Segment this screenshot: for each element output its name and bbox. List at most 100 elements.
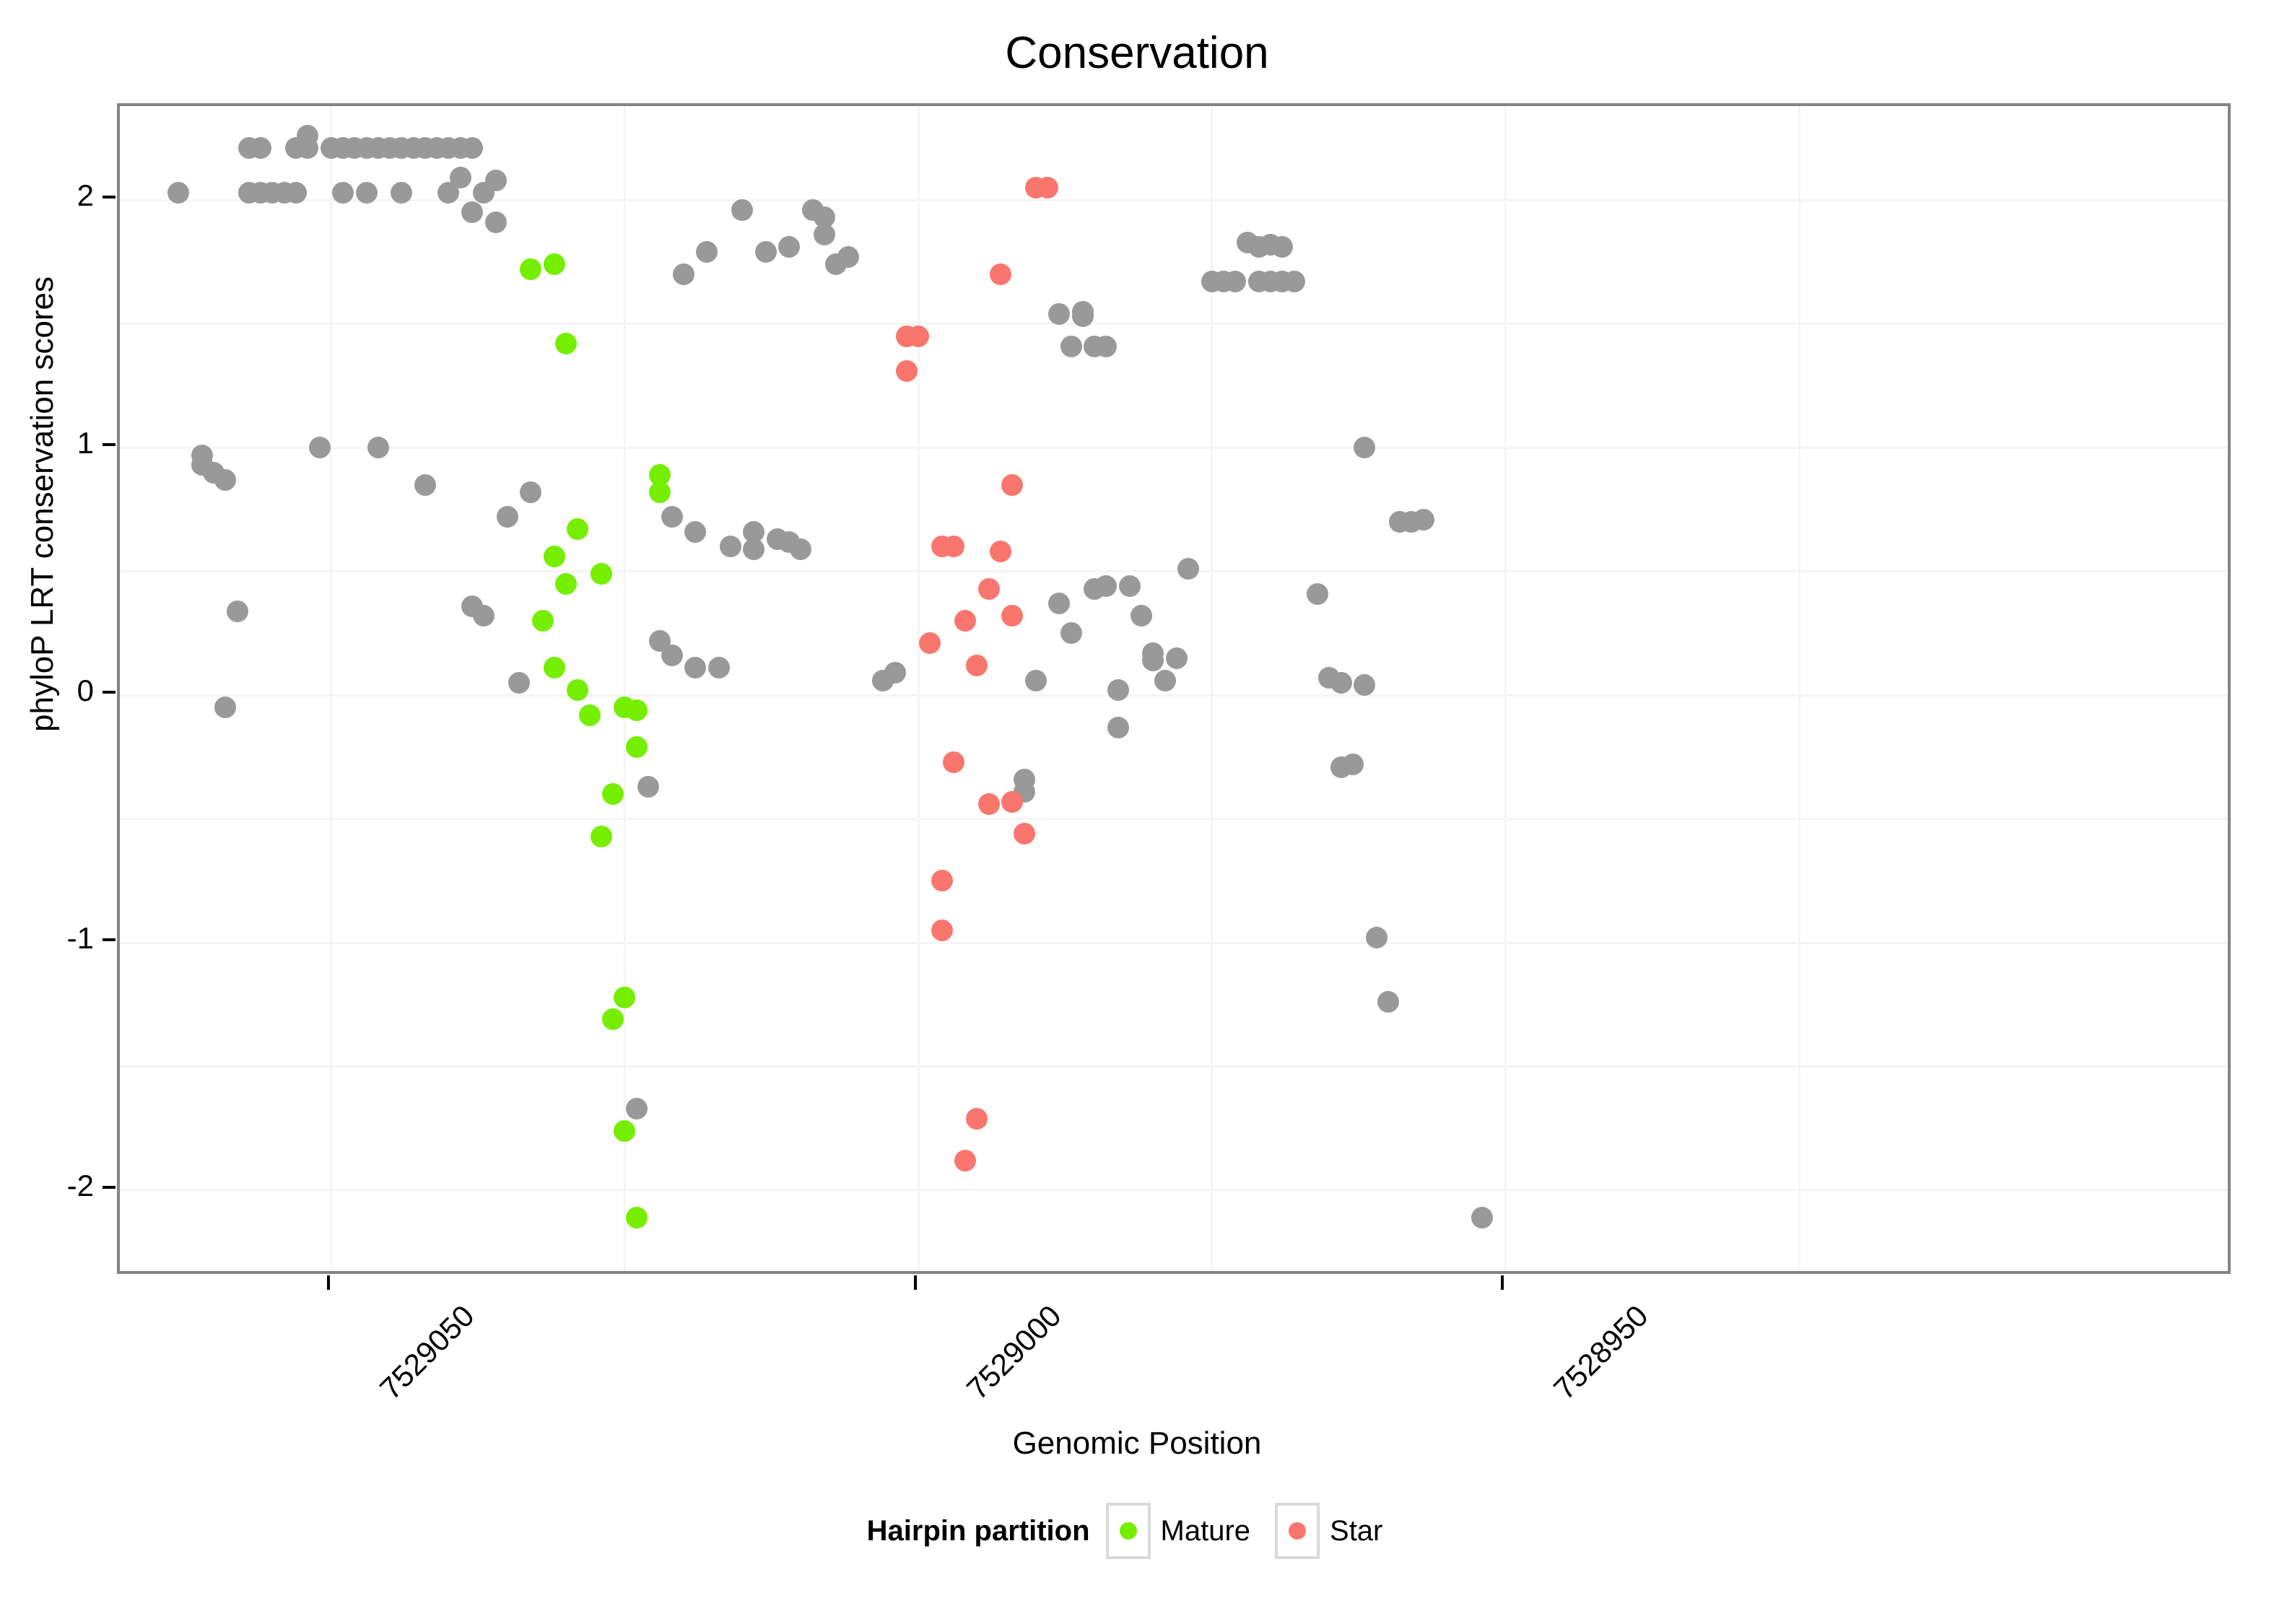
legend-item-star[interactable]: Star — [1275, 1503, 1407, 1559]
legend-item-mature[interactable]: Mature — [1105, 1503, 1276, 1559]
data-point-other — [250, 137, 272, 160]
data-point-other — [1307, 582, 1329, 605]
gridline-vertical — [1211, 106, 1214, 1271]
data-point-mature — [555, 572, 578, 595]
data-point-other — [1166, 647, 1188, 669]
data-point-mature — [567, 679, 589, 702]
gridline-horizontal — [120, 570, 2228, 573]
data-point-mature — [625, 736, 648, 759]
x-tick-label: 7529050 — [373, 1298, 481, 1406]
x-tick-mark — [1501, 1275, 1504, 1290]
x-tick-mark — [326, 1275, 330, 1290]
y-tick-label: -2 — [66, 1168, 94, 1202]
data-point-star — [966, 1107, 988, 1130]
gridline-horizontal — [120, 323, 2228, 326]
data-point-other — [496, 506, 518, 528]
data-point-other — [672, 263, 694, 286]
data-point-star — [942, 536, 964, 558]
data-point-other — [308, 437, 331, 459]
y-tick-mark — [103, 691, 116, 694]
data-point-other — [1107, 716, 1129, 738]
gridline-vertical — [330, 106, 333, 1271]
gridline-horizontal — [120, 941, 2228, 944]
y-tick-mark — [103, 938, 116, 942]
gridline-horizontal — [120, 198, 2228, 201]
data-point-other — [1177, 558, 1200, 580]
data-point-star — [907, 325, 930, 347]
page-title: Conservation — [1005, 28, 1269, 78]
data-point-other — [461, 201, 483, 224]
data-point-star — [1001, 605, 1024, 627]
data-point-other — [696, 241, 718, 263]
data-point-star — [990, 263, 1011, 286]
data-point-other — [508, 671, 531, 694]
data-point-mature — [614, 1119, 636, 1142]
data-point-mature — [531, 610, 554, 632]
data-point-other — [661, 645, 683, 667]
data-point-mature — [602, 1008, 624, 1031]
data-point-mature — [614, 986, 636, 1008]
data-point-mature — [543, 253, 565, 276]
data-point-other — [1118, 575, 1141, 598]
data-point-star — [954, 610, 977, 632]
data-point-mature — [567, 518, 589, 541]
data-point-other — [520, 481, 542, 503]
gridline-vertical — [1504, 106, 1507, 1271]
x-tick-mark — [914, 1275, 918, 1290]
data-point-mature — [578, 704, 601, 726]
y-tick-label: 2 — [77, 178, 94, 213]
data-point-other — [1283, 271, 1305, 293]
y-tick-label: -1 — [66, 921, 94, 956]
data-point-other — [461, 137, 483, 160]
data-point-other — [884, 662, 906, 684]
data-point-star — [1001, 473, 1024, 496]
data-point-other — [1354, 674, 1376, 697]
data-point-other — [814, 224, 835, 246]
y-tick-mark — [103, 443, 116, 447]
y-tick-label: 0 — [77, 673, 94, 708]
data-point-other — [1024, 669, 1047, 691]
data-point-other — [332, 182, 354, 204]
data-point-other — [484, 169, 507, 191]
data-point-other — [707, 657, 730, 679]
legend-key-swatch — [1105, 1503, 1151, 1559]
gridline-horizontal — [120, 694, 2228, 697]
data-point-other — [743, 538, 765, 560]
data-point-other — [1071, 300, 1094, 323]
data-point-star — [1001, 790, 1024, 813]
data-point-other — [1048, 303, 1071, 326]
data-point-other — [1354, 437, 1376, 459]
legend-item-label: Star — [1330, 1514, 1383, 1547]
data-point-other — [1471, 1206, 1493, 1228]
gridline-horizontal — [120, 1065, 2228, 1068]
data-point-other — [1330, 671, 1352, 694]
data-point-star — [919, 632, 941, 655]
data-point-other — [414, 473, 436, 496]
data-point-mature — [543, 657, 565, 679]
data-point-star — [1037, 177, 1059, 199]
data-point-other — [731, 199, 754, 222]
data-point-mature — [602, 783, 624, 806]
data-point-star — [895, 359, 918, 382]
data-point-star — [977, 793, 1000, 816]
plot-panel — [117, 103, 2231, 1274]
data-point-other — [1377, 991, 1399, 1013]
legend-dot-icon — [1119, 1522, 1137, 1540]
data-point-other — [661, 506, 683, 528]
data-point-star — [977, 577, 1000, 600]
data-point-other — [1271, 236, 1294, 258]
data-point-mature — [625, 1206, 648, 1228]
legend: Hairpin partition Mature Star — [0, 1503, 2274, 1559]
data-point-mature — [555, 333, 578, 355]
legend-items: Mature Star — [1105, 1503, 1408, 1559]
data-point-other — [837, 246, 859, 269]
data-point-other — [1342, 754, 1364, 776]
gridline-vertical — [623, 106, 626, 1271]
data-point-other — [1060, 622, 1082, 645]
data-point-other — [167, 182, 190, 204]
data-point-other — [214, 697, 237, 719]
x-tick-label: 7528950 — [1547, 1298, 1655, 1406]
legend-key-swatch — [1275, 1503, 1320, 1559]
data-point-other — [1365, 927, 1388, 949]
